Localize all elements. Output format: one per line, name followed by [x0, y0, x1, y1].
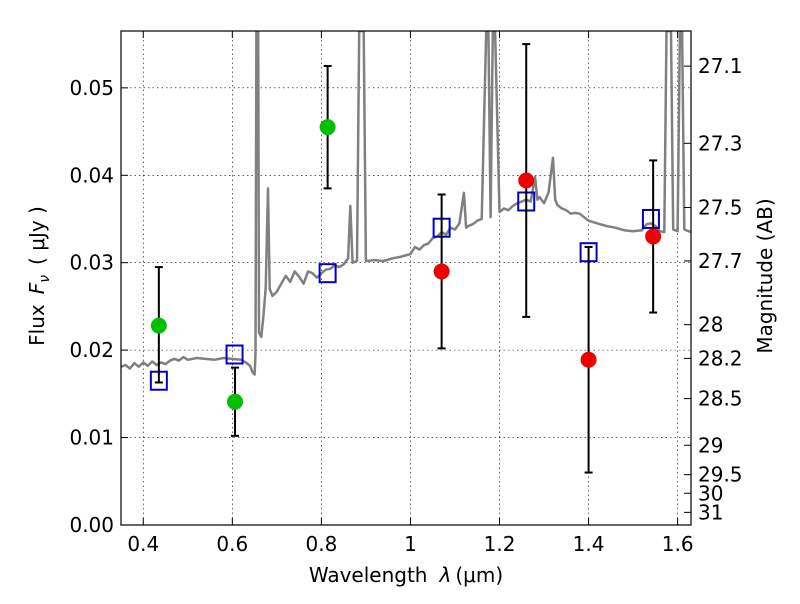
model-photometry-square — [225, 344, 244, 365]
spectrum-line — [121, 31, 691, 376]
x-tick-label: 1.2 — [484, 532, 516, 556]
spectrum-layer — [121, 31, 691, 376]
data-point — [319, 119, 336, 136]
x-tick-label: 0.4 — [127, 532, 159, 556]
x-tick-label: 1.6 — [662, 532, 694, 556]
axes-layer: 0.4 0.6 0.8 1 1.2 1.4 1.6 0.00 0.01 0.02 0.03 0.04 0… — [69, 30, 743, 556]
x-tick-label: 0.6 — [216, 532, 248, 556]
mag-tick-label: 29 — [698, 433, 723, 457]
y-tick-label: 0.03 — [69, 251, 114, 275]
mag-tick-label: 27.3 — [698, 131, 743, 155]
mag-tick-label: 31 — [698, 500, 723, 524]
y-axis-label: FluxFν( μJy ) — [25, 206, 53, 346]
mag-tick-label: 29.5 — [698, 463, 743, 487]
y-tick-label: 0.01 — [69, 426, 114, 450]
data-point — [580, 351, 597, 368]
model-photometry-square — [318, 263, 337, 284]
x-tick-label: 0.8 — [305, 532, 337, 556]
points-layer — [149, 43, 662, 474]
data-point — [645, 228, 662, 245]
y2-axis-label: Magnitude (AB) — [753, 198, 777, 353]
y-tick-label: 0.00 — [69, 513, 114, 537]
x-axis-label: Wavelength λ (μm) — [309, 563, 503, 587]
x-tick-label: 1.4 — [573, 532, 605, 556]
x-tick-label: 1 — [404, 532, 417, 556]
mag-tick-label: 28.2 — [698, 346, 743, 370]
data-point — [433, 263, 450, 280]
y-tick-label: 0.04 — [69, 163, 114, 187]
data-point — [150, 317, 167, 334]
mag-tick-label: 27.7 — [698, 249, 743, 273]
mag-tick-label: 30 — [698, 481, 723, 505]
data-point — [227, 393, 243, 410]
mag-tick-label: 27.5 — [698, 196, 743, 220]
mag-tick-label: 28.5 — [698, 387, 743, 411]
mag-tick-label: 28 — [698, 313, 723, 337]
data-point — [518, 172, 535, 189]
grid-layer — [121, 31, 691, 526]
y-tick-label: 0.05 — [69, 76, 114, 100]
mag-tick-label: 27.1 — [698, 54, 743, 78]
y-tick-label: 0.02 — [69, 338, 114, 362]
plot-frame — [120, 30, 692, 526]
model-photometry-square — [641, 208, 660, 229]
